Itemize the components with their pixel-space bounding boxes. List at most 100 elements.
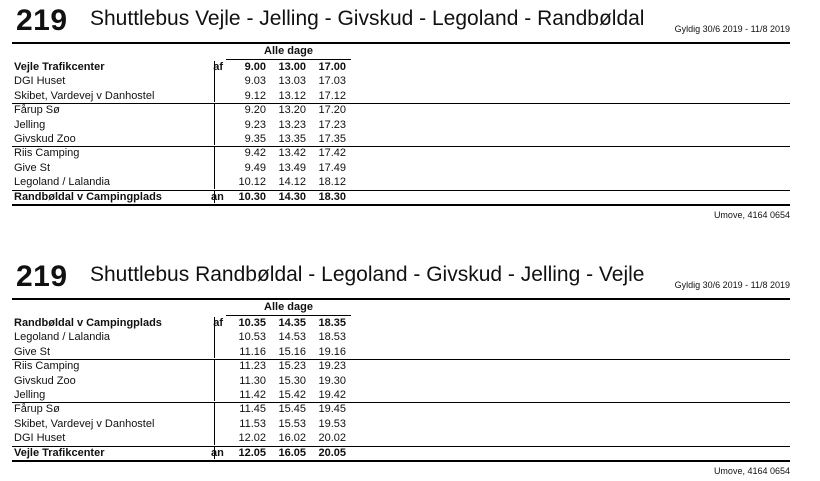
stop-name: Fårup Sø <box>14 104 60 117</box>
column-divider <box>214 190 215 203</box>
stop-name: Legoland / Lalandia <box>14 331 111 344</box>
route-title: Shuttlebus Randbøldal - Legoland - Givsk… <box>90 263 645 286</box>
route-title: Shuttlebus Vejle - Jelling - Givskud - L… <box>90 7 645 30</box>
departure-time: 12.05 <box>238 446 266 459</box>
day-header-rule <box>226 315 351 316</box>
departure-time: 17.00 <box>318 61 346 73</box>
departure-time: 11.42 <box>239 388 266 401</box>
departure-time: 14.53 <box>278 331 306 344</box>
stop-name: Givskud Zoo <box>14 374 76 387</box>
departure-time: 18.12 <box>318 176 346 189</box>
timetable-row: Legoland / Lalandia 10.53 14.53 18.53 <box>12 330 790 344</box>
timetable-row: Give St 11.16 15.16 19.16 <box>12 345 790 359</box>
departure-time: 13.49 <box>278 161 306 174</box>
departure-time: 11.16 <box>239 345 266 358</box>
column-divider <box>214 61 215 103</box>
departure-time: 14.30 <box>278 190 306 203</box>
departure-time: 13.03 <box>278 75 306 88</box>
departure-time: 17.42 <box>318 147 346 160</box>
timetable-row: Skibet, Vardevej v Danhostel 11.53 15.53 19… <box>12 417 790 431</box>
departure-time: 13.23 <box>278 118 306 131</box>
arrival-departure-mark: af <box>213 61 223 73</box>
departure-time: 16.05 <box>278 446 306 459</box>
departure-time: 9.42 <box>244 147 266 160</box>
departure-time: 15.53 <box>278 417 306 430</box>
timetable-row: Give St 9.49 13.49 17.49 <box>12 161 790 175</box>
stop-name: Riis Camping <box>14 360 80 373</box>
departure-time: 13.20 <box>278 104 306 117</box>
departure-time: 11.53 <box>239 417 266 430</box>
timetable-row: Riis Camping 9.42 13.42 17.42 <box>12 146 790 160</box>
footer-rule <box>12 204 790 206</box>
stop-name: Fårup Sø <box>14 403 60 416</box>
column-divider <box>214 147 215 189</box>
timetable-row: Fårup Sø 11.45 15.45 19.45 <box>12 402 790 416</box>
departure-time: 15.23 <box>278 360 306 373</box>
departure-time: 18.35 <box>318 317 346 329</box>
timetable-row: Jelling 9.23 13.23 17.23 <box>12 118 790 132</box>
stop-name: Vejle Trafikcenter <box>14 446 105 459</box>
departure-time: 9.20 <box>244 104 266 117</box>
departure-time: 18.30 <box>318 190 346 203</box>
stop-name: DGI Huset <box>14 75 66 88</box>
timetable-row: Fårup Sø 9.20 13.20 17.20 <box>12 103 790 117</box>
departure-time: 9.49 <box>244 161 266 174</box>
departure-time: 13.00 <box>278 61 306 73</box>
timetable-row: DGI Huset 12.02 16.02 20.02 <box>12 431 790 445</box>
departure-time: 9.12 <box>244 89 266 102</box>
timetable-row: Jelling 11.42 15.42 19.42 <box>12 388 790 402</box>
arrival-departure-mark: an <box>211 190 224 203</box>
stop-name: Jelling <box>14 388 46 401</box>
departure-time: 15.16 <box>278 345 306 358</box>
departure-time: 13.12 <box>278 89 306 102</box>
timetable-row: Vejle Trafikcenter an 12.05 16.05 20.05 <box>12 446 790 460</box>
departure-time: 9.00 <box>244 61 266 73</box>
departure-time: 19.16 <box>318 345 346 358</box>
footer-rule <box>12 460 790 462</box>
group-separator <box>12 402 790 404</box>
departure-time: 9.03 <box>244 75 266 88</box>
departure-time: 17.35 <box>318 132 346 145</box>
group-separator <box>12 103 790 105</box>
departure-time: 19.23 <box>318 360 346 373</box>
validity-period: Gyldig 30/6 2019 - 11/8 2019 <box>674 24 790 34</box>
departure-time: 11.45 <box>239 403 266 416</box>
departure-time: 14.35 <box>278 317 306 329</box>
departure-time: 14.12 <box>278 176 306 189</box>
timetable-row: Givskud Zoo 9.35 13.35 17.35 <box>12 132 790 146</box>
header-rule <box>12 42 790 44</box>
group-separator <box>12 359 790 361</box>
stop-name: Randbøldal v Campingplads <box>14 317 162 329</box>
departure-time: 19.45 <box>318 403 346 416</box>
route-number: 219 <box>16 260 68 293</box>
timetable-rows: Randbøldal v Campingplads af 10.35 14.35 18.… <box>12 316 790 460</box>
departure-time: 12.02 <box>238 432 266 445</box>
stop-name: DGI Huset <box>14 432 66 445</box>
departure-time: 19.53 <box>318 417 346 430</box>
day-header-rule <box>226 59 351 60</box>
column-divider <box>214 446 215 459</box>
departure-time: 11.30 <box>239 374 266 387</box>
stop-name: Give St <box>14 345 51 358</box>
departure-time: 17.03 <box>318 75 346 88</box>
table-header: 219 Shuttlebus Randbøldal - Legoland - Gi… <box>12 260 790 298</box>
timetable-rows: Vejle Trafikcenter af 9.00 13.00 17.00 DGI Hu… <box>12 60 790 204</box>
timetable-row: Randbøldal v Campingplads an 10.30 14.30 18.… <box>12 190 790 204</box>
departure-time: 20.02 <box>318 432 346 445</box>
day-header: Alle dage <box>264 45 313 57</box>
column-divider <box>214 360 215 402</box>
header-rule <box>12 298 790 300</box>
stop-name: Give St <box>14 161 51 174</box>
stop-name: Legoland / Lalandia <box>14 176 111 189</box>
group-separator <box>12 189 790 191</box>
stop-name: Vejle Trafikcenter <box>14 61 105 73</box>
route-number: 219 <box>16 4 68 37</box>
table-header: 219 Shuttlebus Vejle - Jelling - Givskud … <box>12 4 790 42</box>
column-divider <box>214 317 215 359</box>
stop-name: Jelling <box>14 118 46 131</box>
departure-time: 17.12 <box>318 89 346 102</box>
departure-time: 15.30 <box>278 374 306 387</box>
departure-time: 10.30 <box>238 190 266 203</box>
departure-time: 17.49 <box>318 161 346 174</box>
day-header: Alle dage <box>264 301 313 313</box>
